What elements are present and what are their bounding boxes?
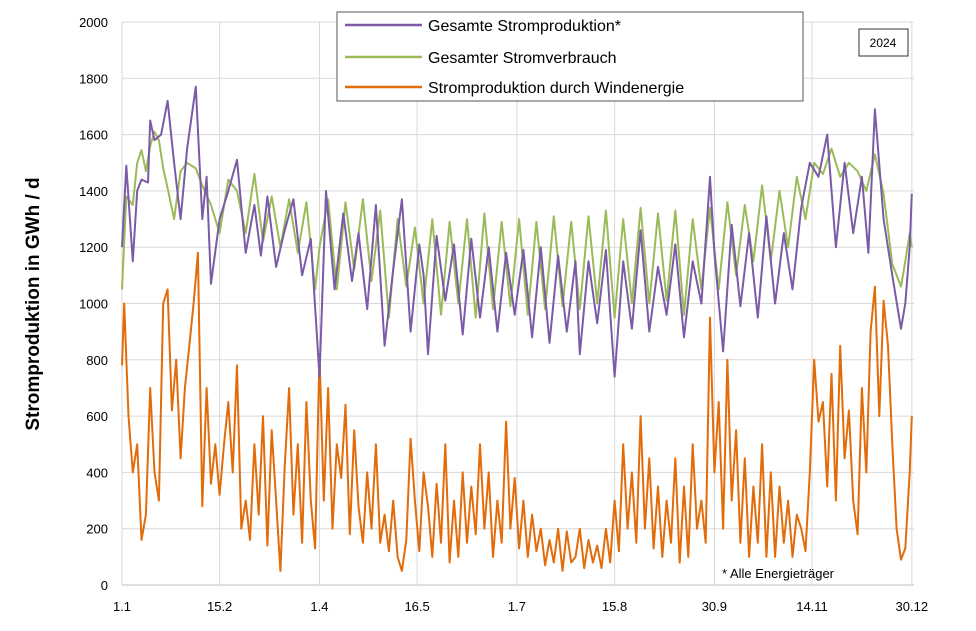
x-tick-label: 15.2 bbox=[207, 599, 232, 614]
y-tick-label: 0 bbox=[101, 578, 108, 593]
y-tick-label: 1000 bbox=[79, 297, 108, 312]
x-tick-label: 16.5 bbox=[404, 599, 429, 614]
y-tick-label: 1800 bbox=[79, 71, 108, 86]
y-tick-label: 200 bbox=[86, 522, 108, 537]
series-line-wind bbox=[121, 251, 913, 572]
grid bbox=[121, 21, 914, 586]
year-label: 2024 bbox=[870, 36, 897, 50]
x-tick-label: 1.7 bbox=[508, 599, 526, 614]
series-lines bbox=[121, 85, 913, 572]
y-axis: 0 200 400 600 800 1000 1200 1400 1600 1800 2000 bbox=[79, 15, 108, 593]
series-line-production bbox=[121, 85, 913, 378]
y-tick-label: 1400 bbox=[79, 184, 108, 199]
legend-label-consumption: Gesamter Stromverbrauch bbox=[428, 50, 617, 67]
year-box: 2024 bbox=[858, 28, 909, 57]
y-tick-label: 2000 bbox=[79, 15, 108, 30]
x-tick-label: 14.11 bbox=[796, 599, 828, 614]
y-tick-label: 1200 bbox=[79, 240, 108, 255]
year-box-frame bbox=[858, 28, 909, 57]
legend-label-wind: Stromproduktion durch Windenergie bbox=[428, 80, 684, 97]
x-tick-label: 1.4 bbox=[310, 599, 328, 614]
legend-label-production: Gesamte Stromproduktion* bbox=[428, 18, 621, 35]
y-tick-label: 1600 bbox=[79, 128, 108, 143]
y-axis-label: Stromproduktion in GWh / d bbox=[23, 177, 44, 430]
series-line-consumption bbox=[121, 130, 913, 319]
y-tick-label: 400 bbox=[86, 465, 108, 480]
x-axis: 1.1 15.2 1.4 16.5 1.7 15.8 30.9 14.11 30.12 bbox=[113, 599, 928, 614]
footnote: * Alle Energieträger bbox=[722, 566, 835, 581]
x-tick-label: 30.12 bbox=[896, 599, 929, 614]
y-tick-label: 600 bbox=[86, 409, 108, 424]
x-tick-label: 30.9 bbox=[702, 599, 727, 614]
legend: Gesamte Stromproduktion* Gesamter Stromv… bbox=[336, 11, 804, 102]
x-tick-label: 1.1 bbox=[113, 599, 131, 614]
x-tick-label: 15.8 bbox=[602, 599, 627, 614]
y-tick-label: 800 bbox=[86, 353, 108, 368]
